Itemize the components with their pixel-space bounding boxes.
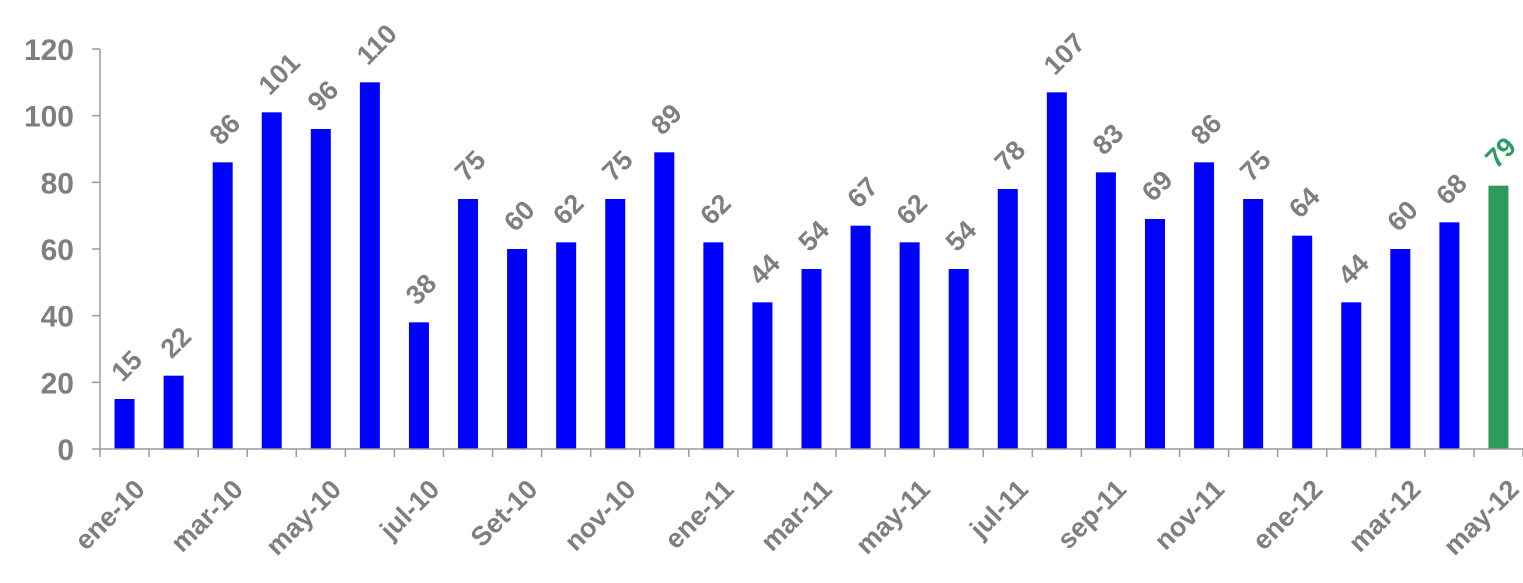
- bar-nov-10: [605, 199, 626, 449]
- bar-may-11: [899, 242, 920, 449]
- data-label-jun-11: 54: [940, 215, 982, 257]
- x-tick-label-jul-11: jul-11: [963, 474, 1034, 545]
- data-label-mar-10: 86: [204, 108, 246, 150]
- bar-ago-11: [1046, 92, 1067, 449]
- data-label-oct-10: 62: [547, 188, 589, 230]
- x-tick-label-may-11: may-11: [850, 474, 936, 560]
- x-tick-label-mar-12: mar-12: [1343, 474, 1427, 558]
- y-tick-label: 100: [24, 101, 74, 134]
- bar-Set-10: [507, 249, 528, 449]
- bar-abr-12: [1439, 222, 1460, 449]
- x-tick-label-may-12: may-12: [1438, 474, 1523, 561]
- x-tick-label-mar-11: mar-11: [755, 474, 838, 557]
- bar-jul-11: [997, 189, 1018, 449]
- bar-oct-10: [556, 242, 577, 449]
- x-tick-label-jul-10: jul-10: [373, 474, 445, 546]
- x-tick-label-Set-10: Set-10: [465, 474, 544, 553]
- bar-may-12: [1488, 185, 1509, 449]
- data-label-feb-12: 44: [1332, 248, 1374, 290]
- data-label-jul-11: 78: [989, 135, 1031, 177]
- bar-ene-10: [114, 399, 135, 449]
- bar-feb-12: [1341, 302, 1362, 449]
- data-label-jun-10: 110: [351, 19, 403, 71]
- data-label-mar-11: 54: [793, 215, 835, 257]
- data-label-nov-11: 86: [1185, 108, 1227, 150]
- data-label-abr-11: 67: [842, 171, 884, 213]
- x-tick-label-sep-11: sep-11: [1052, 474, 1133, 555]
- bars: [114, 82, 1509, 450]
- x-tick-label-may-10: may-10: [260, 474, 347, 561]
- data-label-may-11: 62: [891, 188, 933, 230]
- bar-jul-10: [408, 322, 429, 449]
- data-label-sep-11: 83: [1087, 118, 1129, 160]
- data-label-abr-12: 68: [1430, 168, 1472, 210]
- x-tick-label-ene-12: ene-12: [1247, 474, 1329, 556]
- data-label-ene-12: 64: [1283, 181, 1325, 223]
- bar-dic-11: [1243, 199, 1264, 449]
- data-label-Set-10: 60: [498, 195, 540, 237]
- y-axis: 0 20 40 60 80 100 120: [24, 34, 101, 467]
- data-label-mar-12: 60: [1381, 195, 1423, 237]
- x-tick-label-ene-11: ene-11: [659, 474, 740, 555]
- data-label-ago-10: 75: [449, 145, 491, 187]
- bar-nov-11: [1194, 162, 1215, 450]
- bar-ene-12: [1292, 235, 1313, 449]
- bar-may-10: [310, 129, 331, 449]
- data-label-dic-10: 89: [645, 98, 687, 140]
- x-tick-label-mar-10: mar-10: [165, 474, 249, 558]
- bar-mar-10: [212, 162, 233, 450]
- data-label-may-12: 79: [1479, 131, 1521, 173]
- bar-feb-10: [163, 375, 184, 449]
- bar-mar-12: [1390, 249, 1411, 449]
- y-tick-label: 60: [41, 234, 74, 267]
- data-label-dic-11: 75: [1234, 145, 1276, 187]
- data-label-nov-10: 75: [596, 145, 638, 187]
- data-label-oct-11: 69: [1136, 165, 1178, 207]
- bar-ago-10: [458, 199, 479, 449]
- bar-mar-11: [801, 269, 822, 449]
- x-tick-label-nov-11: nov-11: [1149, 474, 1231, 556]
- bar-jun-10: [359, 82, 380, 449]
- x-axis: ene-10 mar-10 may-10 jul-10 Set-10 nov-10 ene-…: [69, 448, 1523, 561]
- bar-sep-11: [1095, 172, 1116, 450]
- y-tick-label: 80: [41, 167, 74, 200]
- bar-dic-10: [654, 152, 675, 450]
- bar-jun-11: [948, 269, 969, 449]
- y-tick-label: 120: [24, 34, 74, 67]
- y-tick-label: 0: [57, 434, 74, 467]
- data-label-jul-10: 38: [400, 268, 442, 310]
- y-tick-label: 40: [41, 301, 74, 334]
- data-label-ago-11: 107: [1038, 27, 1091, 80]
- y-tick-label: 20: [41, 367, 74, 400]
- data-label-feb-11: 44: [743, 248, 785, 290]
- data-label-may-10: 96: [302, 75, 344, 117]
- bar-oct-11: [1144, 219, 1165, 449]
- data-label-feb-10: 22: [155, 321, 197, 363]
- bar-abr-11: [850, 225, 871, 449]
- data-label-abr-10: 101: [253, 47, 306, 100]
- data-label-ene-10: 15: [106, 345, 148, 387]
- bar-ene-11: [703, 242, 724, 449]
- data-label-ene-11: 62: [694, 188, 736, 230]
- bar-feb-11: [752, 302, 773, 449]
- bar-abr-10: [261, 112, 282, 449]
- x-tick-label-nov-10: nov-10: [559, 474, 642, 557]
- x-tick-label-ene-10: ene-10: [69, 474, 151, 556]
